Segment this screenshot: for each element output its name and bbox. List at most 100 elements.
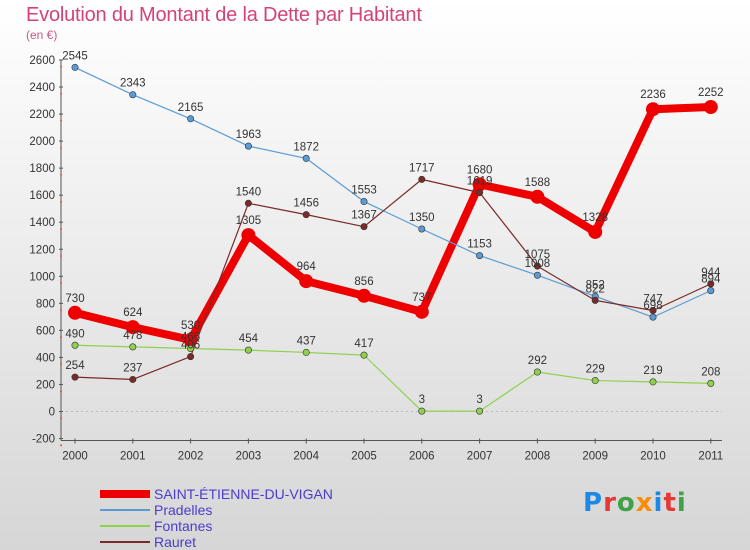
y-minor-tick [60,444,62,447]
data-label: 219 [643,365,662,377]
data-point [360,351,368,359]
proxiti-logo: Proxiti [583,488,687,518]
logo-letter: i [676,488,687,518]
data-point [187,353,195,361]
y-minor-tick [60,309,62,311]
legend-swatch [100,525,150,527]
y-tick-label: 1600 [29,190,55,202]
data-label: 254 [65,360,85,372]
y-tick-label: 1000 [29,271,55,283]
data-label: 944 [701,267,721,279]
data-label: 417 [354,338,373,350]
legend-label: Rauret [154,534,197,550]
data-point [302,154,310,162]
chart-title: Evolution du Montant de la Dette par Hab… [26,4,422,26]
x-tick-label: 2007 [467,451,493,463]
data-label: 229 [586,364,605,376]
data-label: 1153 [467,239,492,251]
data-point [302,211,310,219]
logo-letter: x [635,488,654,518]
data-point [71,63,79,71]
data-label: 478 [123,330,142,342]
data-label: 964 [297,261,317,273]
data-point [357,288,371,303]
data-label: 1008 [525,258,551,270]
data-point [244,142,252,150]
data-label: 1305 [236,215,262,227]
logo-letter: o [616,488,636,518]
data-point [476,252,484,260]
legend: SAINT-ÉTIENNE-DU-VIGAN Pradelles Fontane… [100,486,333,550]
y-tick-label: 1800 [29,163,55,175]
data-point [476,407,484,415]
data-label: 490 [65,328,84,340]
data-point [71,373,79,381]
data-point [418,175,426,183]
data-label: 466 [181,331,200,343]
y-tick-label: 400 [36,352,55,364]
data-label: 737 [412,292,431,304]
data-label: 2343 [120,78,146,90]
data-label: 624 [123,307,143,319]
data-label: 2236 [640,89,666,101]
data-point [129,91,137,99]
legend-swatch [100,541,150,543]
data-label: 208 [701,366,720,378]
data-label: 437 [297,335,316,347]
data-point [646,102,660,117]
data-label: 1963 [236,129,262,141]
data-label: 2545 [62,50,88,62]
y-tick-label: 2000 [29,136,55,148]
x-tick-label: 2009 [582,451,608,463]
data-point [302,348,310,356]
data-label: 894 [701,274,721,286]
data-label: 406 [181,340,200,352]
data-label: 1456 [293,198,319,210]
data-point [360,198,368,206]
data-point [530,189,545,204]
y-minor-tick [60,282,62,284]
data-point [418,225,426,233]
legend-swatch [100,509,150,511]
data-point [703,100,718,115]
data-label: 2165 [178,102,204,114]
data-label: 1872 [293,141,319,153]
data-label: 852 [586,279,605,291]
legend-item: SAINT-ÉTIENNE-DU-VIGAN [100,486,333,502]
x-tick-label: 2003 [236,451,262,463]
series-line [74,344,712,412]
data-point [183,332,198,347]
y-tick-label: 800 [36,298,55,310]
y-tick-label: -200 [32,434,55,446]
data-label: 1540 [236,186,262,198]
data-point [244,346,252,354]
y-tick-label: 0 [49,407,55,419]
data-point [591,377,599,385]
data-label: 1619 [467,176,493,188]
data-point [360,223,368,231]
data-point [649,313,657,321]
x-tick-label: 2010 [640,451,666,463]
data-label: 454 [239,333,259,345]
legend-label: Pradelles [154,502,213,518]
data-point [707,287,715,295]
data-label: 3 [476,394,482,406]
data-point [299,274,314,289]
data-label: 1367 [351,210,377,222]
legend-label: SAINT-ÉTIENNE-DU-VIGAN [154,486,333,502]
y-minor-tick [60,174,62,176]
x-tick-label: 2011 [698,451,723,463]
x-tick-label: 2002 [178,451,204,463]
x-tick-label: 2004 [293,451,319,463]
y-minor-tick [60,119,62,122]
x-tick-label: 2006 [409,451,435,463]
logo-letter: i [653,488,664,518]
series-line [74,66,712,318]
y-minor-tick [60,255,62,257]
x-tick-label: 2005 [351,451,377,463]
y-minor-tick [60,201,62,203]
data-point [418,407,426,415]
legend-item: Rauret [100,534,333,550]
legend-label: Fontanes [154,518,213,534]
